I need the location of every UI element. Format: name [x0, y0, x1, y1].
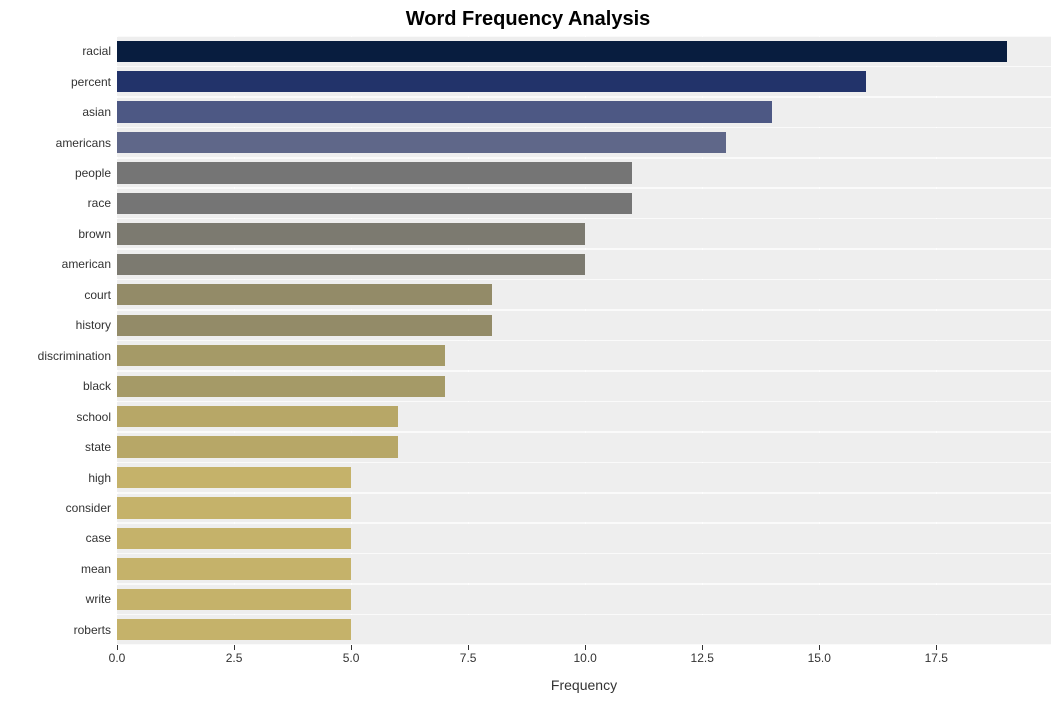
bar — [117, 528, 351, 549]
x-tick-mark — [351, 645, 352, 650]
bar — [117, 619, 351, 640]
y-tick-label: write — [86, 592, 117, 606]
bar — [117, 101, 772, 122]
plot-area: 0.02.55.07.510.012.515.017.5racialpercen… — [117, 36, 1051, 645]
x-axis-label: Frequency — [117, 677, 1051, 693]
bar — [117, 589, 351, 610]
chart-title: Word Frequency Analysis — [0, 8, 1056, 31]
y-tick-label: asian — [82, 105, 117, 119]
x-tick-mark — [117, 645, 118, 650]
bar — [117, 315, 492, 336]
bar — [117, 345, 445, 366]
x-tick-label: 12.5 — [691, 651, 714, 665]
bar — [117, 132, 726, 153]
y-tick-label: black — [83, 379, 117, 393]
bar — [117, 41, 1007, 62]
bar — [117, 376, 445, 397]
y-tick-label: high — [88, 471, 117, 485]
x-tick-label: 2.5 — [226, 651, 243, 665]
bar — [117, 558, 351, 579]
y-tick-label: percent — [71, 75, 117, 89]
x-tick-label: 17.5 — [925, 651, 948, 665]
y-tick-label: brown — [78, 227, 117, 241]
bar — [117, 193, 632, 214]
bar — [117, 497, 351, 518]
bar — [117, 467, 351, 488]
y-tick-label: history — [76, 318, 117, 332]
x-tick-label: 5.0 — [343, 651, 360, 665]
y-tick-label: americans — [56, 136, 117, 150]
x-tick-mark — [936, 645, 937, 650]
bar — [117, 406, 398, 427]
x-tick-mark — [585, 645, 586, 650]
x-tick-label: 15.0 — [808, 651, 831, 665]
y-tick-label: case — [86, 531, 117, 545]
x-tick-label: 10.0 — [573, 651, 596, 665]
y-tick-label: mean — [81, 562, 117, 576]
y-tick-label: racial — [82, 44, 117, 58]
bar — [117, 254, 585, 275]
y-tick-label: american — [62, 257, 117, 271]
bar — [117, 223, 585, 244]
x-tick-mark — [468, 645, 469, 650]
bar — [117, 436, 398, 457]
y-tick-label: discrimination — [38, 349, 117, 363]
y-tick-label: court — [84, 288, 117, 302]
y-tick-label: roberts — [74, 623, 117, 637]
y-tick-label: race — [88, 196, 117, 210]
x-tick-mark — [234, 645, 235, 650]
x-tick-mark — [819, 645, 820, 650]
y-tick-label: state — [85, 440, 117, 454]
bar — [117, 284, 492, 305]
bar — [117, 71, 866, 92]
word-frequency-chart: Word Frequency Analysis 0.02.55.07.510.0… — [0, 0, 1056, 701]
y-tick-label: consider — [66, 501, 117, 515]
x-tick-label: 0.0 — [109, 651, 126, 665]
y-tick-label: school — [76, 410, 117, 424]
x-tick-mark — [702, 645, 703, 650]
bar — [117, 162, 632, 183]
x-tick-label: 7.5 — [460, 651, 477, 665]
y-tick-label: people — [75, 166, 117, 180]
